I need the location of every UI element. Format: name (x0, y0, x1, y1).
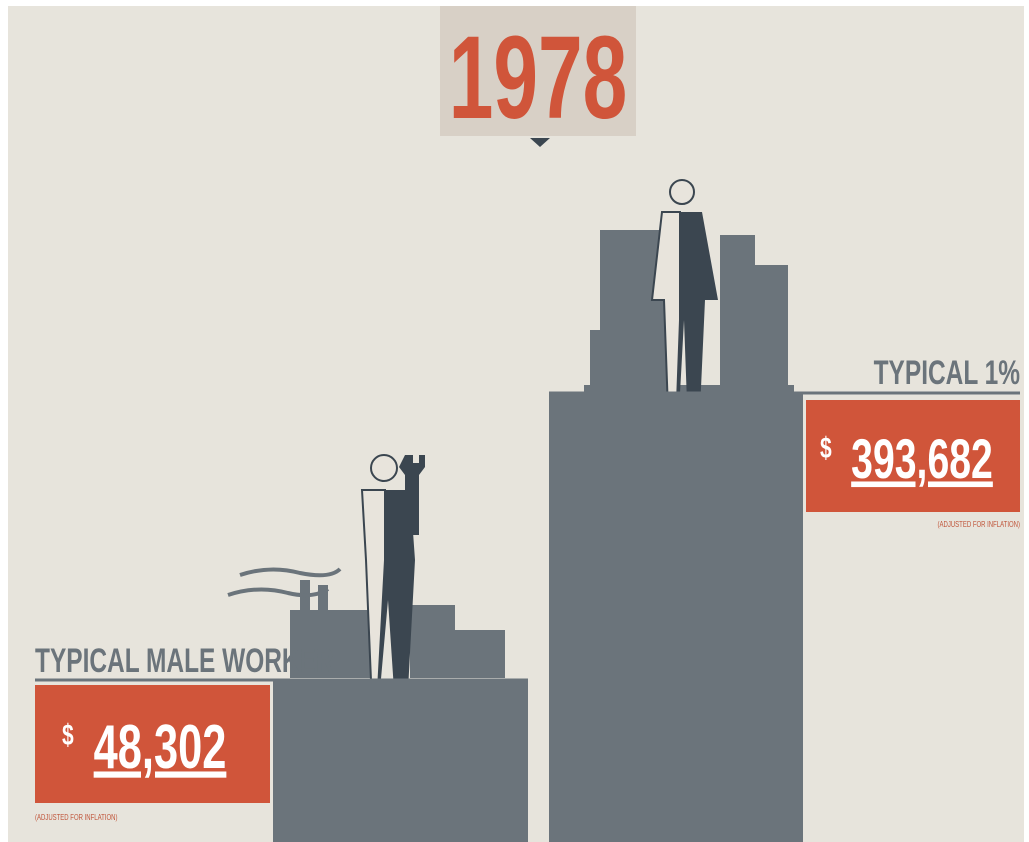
executive (650, 179, 718, 431)
year: 1978 (449, 13, 627, 144)
year-box (440, 6, 636, 136)
left-amount: 48,302 (94, 714, 227, 782)
bar-left (273, 681, 528, 842)
bar-right (549, 394, 803, 842)
left-amount-box (35, 685, 270, 803)
worker (360, 454, 425, 706)
left-note: (ADJUSTED FOR INFLATION) (35, 814, 117, 822)
left-label: TYPICAL MALE WORKER (35, 642, 334, 680)
right-currency: $ (820, 433, 832, 465)
right-note: (ADJUSTED FOR INFLATION) (938, 521, 1020, 529)
right-label: TYPICAL 1% (874, 354, 1020, 392)
year-pointer (530, 138, 550, 147)
right-amount: 393,682 (851, 428, 993, 491)
right-amount-box (806, 400, 1020, 512)
left-currency: $ (62, 720, 74, 752)
factory (227, 567, 505, 678)
